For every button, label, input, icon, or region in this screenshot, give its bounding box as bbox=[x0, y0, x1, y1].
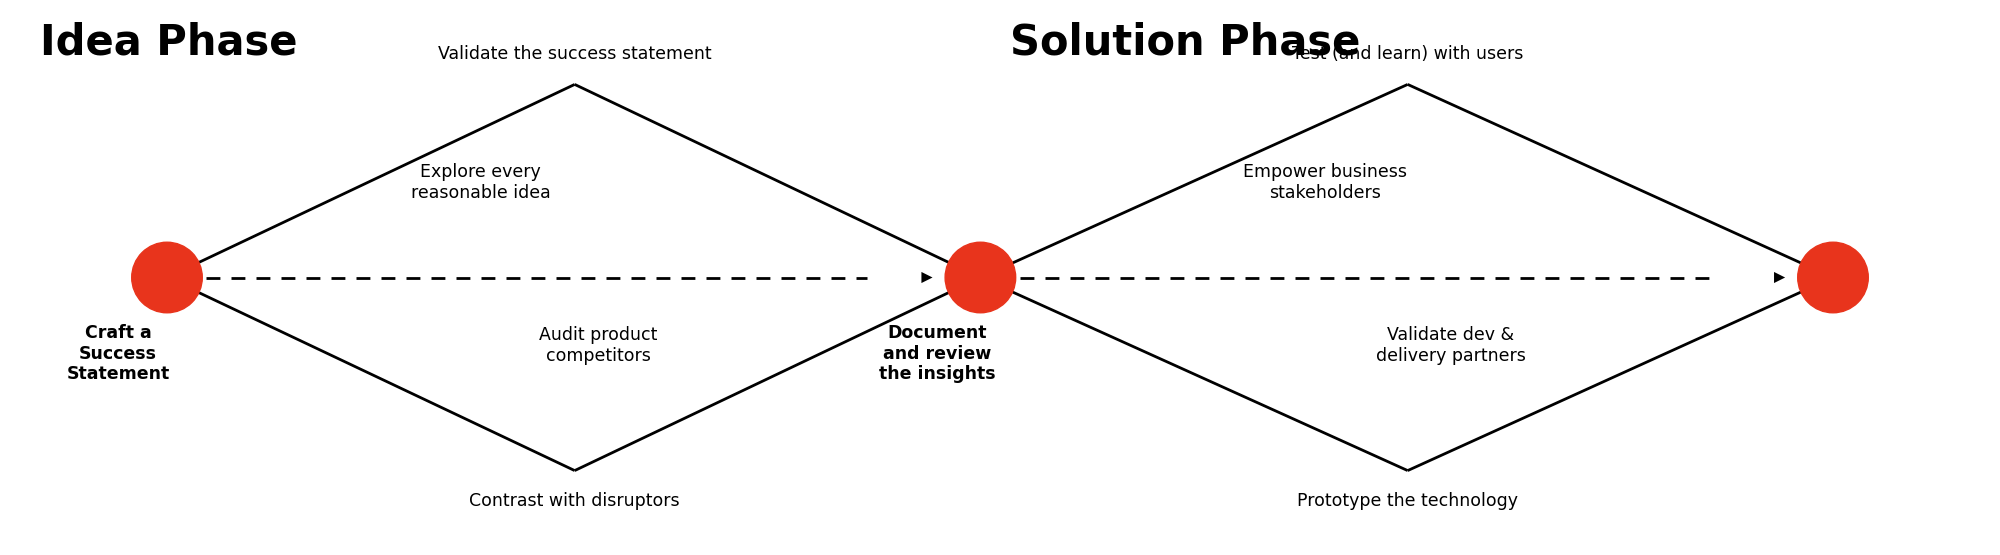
Ellipse shape bbox=[132, 242, 202, 313]
Text: Solution Phase: Solution Phase bbox=[1010, 22, 1360, 64]
Text: Empower business
stakeholders: Empower business stakeholders bbox=[1244, 163, 1408, 201]
Text: Craft a
Success
Statement: Craft a Success Statement bbox=[66, 324, 170, 384]
Ellipse shape bbox=[946, 242, 1016, 313]
Text: Validate the success statement: Validate the success statement bbox=[438, 44, 712, 63]
Ellipse shape bbox=[1798, 242, 1868, 313]
Text: Audit product
competitors: Audit product competitors bbox=[540, 326, 658, 365]
Text: Validate dev &
delivery partners: Validate dev & delivery partners bbox=[1376, 326, 1526, 365]
Text: Contrast with disruptors: Contrast with disruptors bbox=[470, 492, 680, 511]
Text: Document
and review
the insights: Document and review the insights bbox=[878, 324, 996, 384]
Text: Explore every
reasonable idea: Explore every reasonable idea bbox=[410, 163, 550, 201]
Text: Test (and learn) with users: Test (and learn) with users bbox=[1292, 44, 1524, 63]
Text: Prototype the technology: Prototype the technology bbox=[1298, 492, 1518, 511]
Text: Idea Phase: Idea Phase bbox=[40, 22, 298, 64]
